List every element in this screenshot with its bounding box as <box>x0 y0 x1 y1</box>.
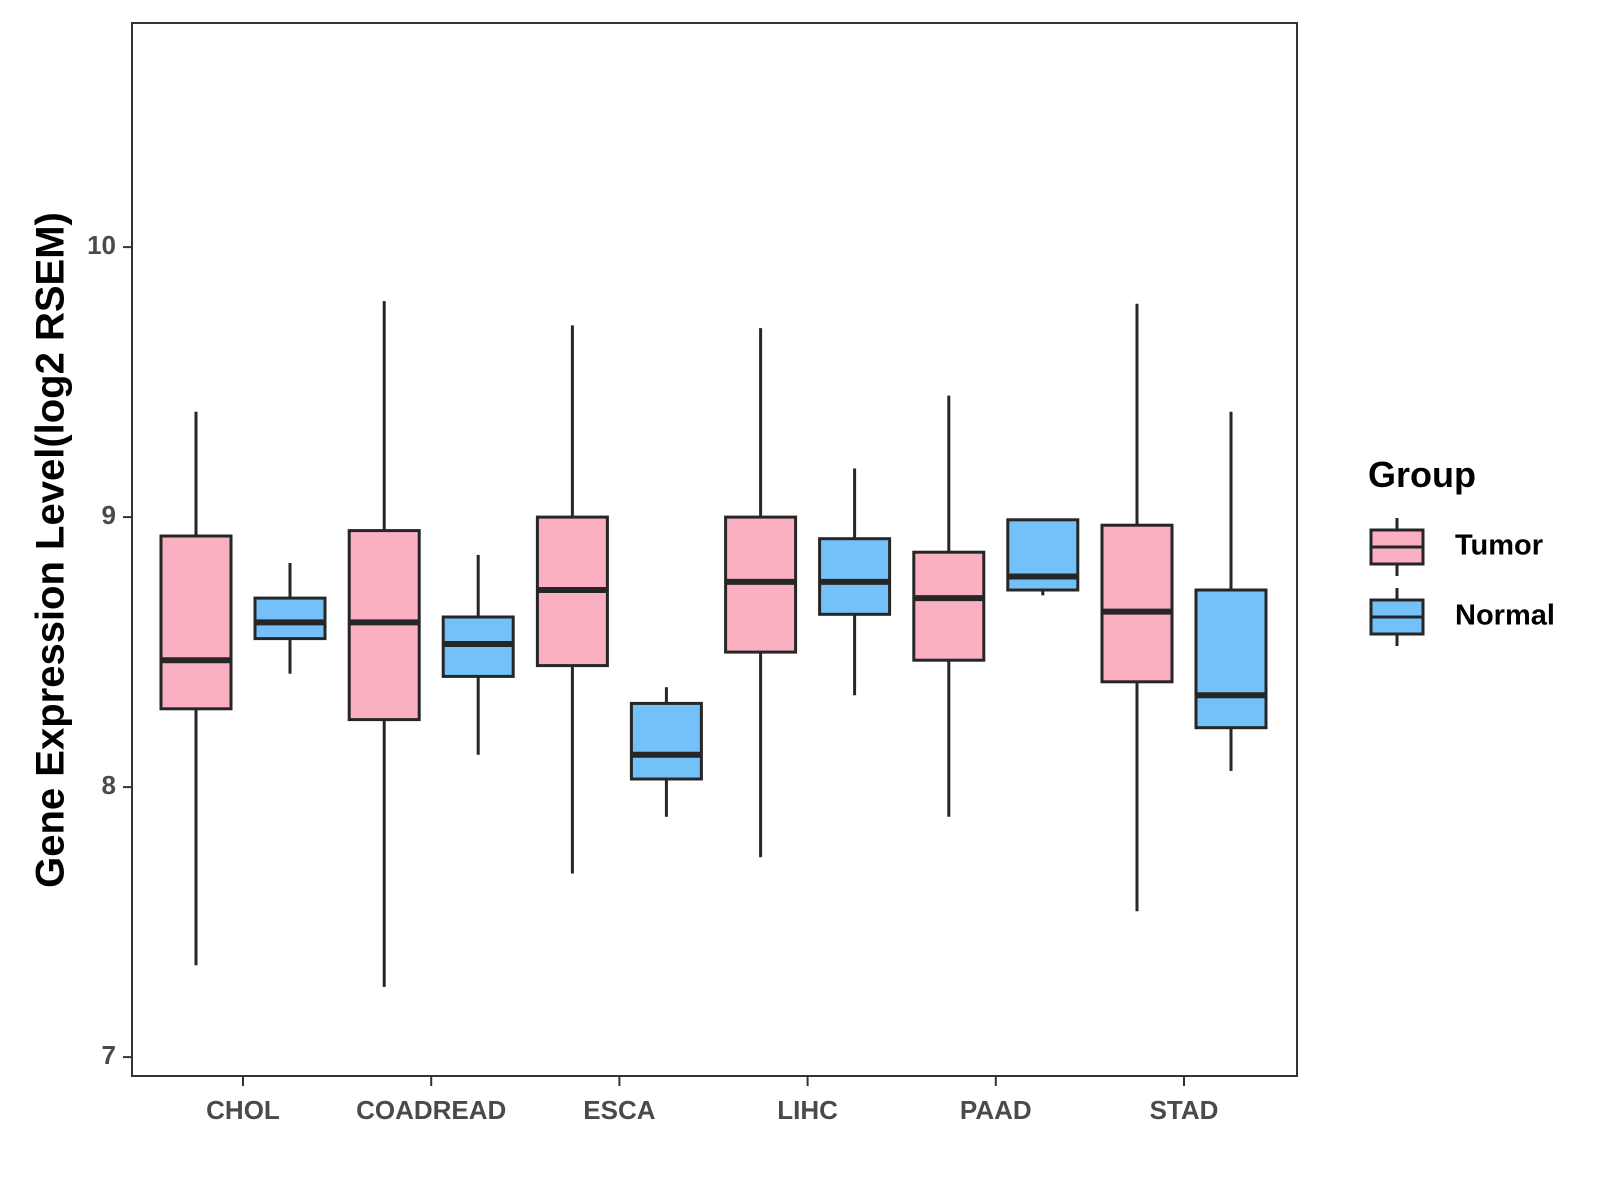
y-tick-label-8: 8 <box>102 770 116 800</box>
box-normal-lihc <box>818 537 892 616</box>
plot-border <box>131 22 1298 1077</box>
box-normal-esca <box>629 701 703 781</box>
box-tumor-paad <box>912 550 986 662</box>
y-axis-label: Gene Expression Level(log2 RSEM) <box>29 212 73 888</box>
box-tumor-stad <box>1100 523 1174 684</box>
box-tumor-chol <box>159 534 233 711</box>
x-tick-label-lihc: LIHC <box>777 1095 838 1125</box>
x-tick-label-stad: STAD <box>1150 1095 1219 1125</box>
x-tick-label-paad: PAAD <box>960 1095 1032 1125</box>
legend-title: Group <box>1368 454 1476 495</box>
x-tick-label-coadread: COADREAD <box>356 1095 506 1125</box>
y-tick-label-10: 10 <box>87 230 116 260</box>
y-tick-label-9: 9 <box>102 500 116 530</box>
box-normal-stad <box>1194 588 1268 730</box>
x-tick-label-chol: CHOL <box>206 1095 280 1125</box>
legend-label-normal: Normal <box>1455 600 1555 632</box>
y-tick-label-7: 7 <box>102 1040 116 1070</box>
legend-label-tumor: Tumor <box>1455 530 1543 562</box>
box-normal-chol <box>253 596 327 641</box>
x-tick-label-esca: ESCA <box>583 1095 655 1125</box>
